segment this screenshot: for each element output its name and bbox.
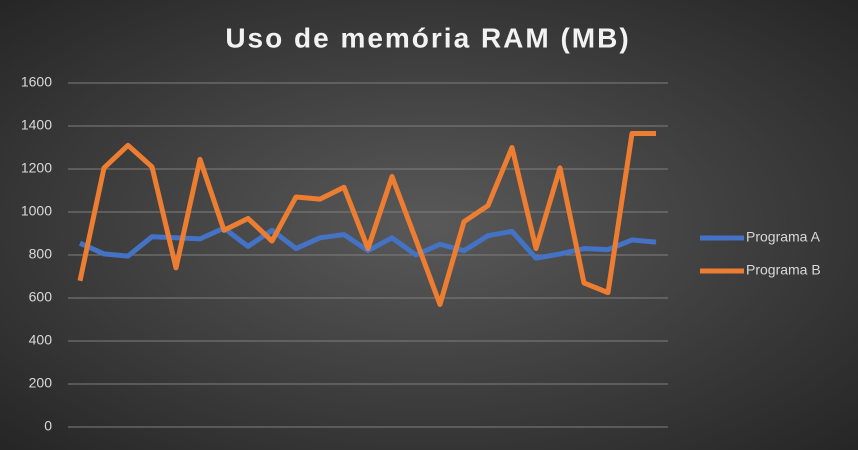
y-tick-label: 0 (44, 418, 52, 434)
y-tick-label: 400 (29, 332, 53, 348)
y-tick-label: 200 (29, 375, 53, 391)
y-tick-label: 600 (29, 289, 53, 305)
y-tick-label: 1400 (21, 117, 52, 133)
y-tick-label: 800 (29, 246, 53, 262)
legend-label: Programa B (746, 262, 821, 278)
series-line (77, 131, 656, 307)
chart-title: Uso de memória RAM (MB) (225, 22, 630, 53)
y-tick-label: 1600 (21, 74, 52, 90)
y-tick-label: 1200 (21, 160, 52, 176)
legend-label: Programa A (746, 229, 821, 245)
y-tick-label: 1000 (21, 203, 52, 219)
